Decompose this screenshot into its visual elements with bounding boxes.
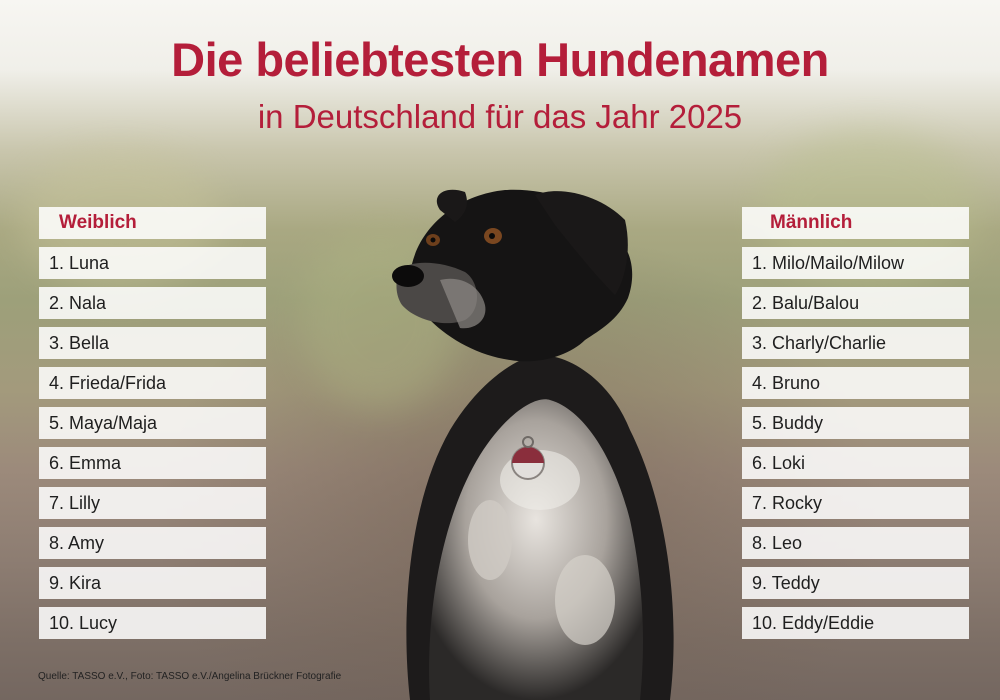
list-item: 10. Eddy/Eddie bbox=[742, 607, 969, 639]
list-item: 10. Lucy bbox=[39, 607, 266, 639]
male-heading: Männlich bbox=[742, 207, 969, 239]
list-item: 9. Teddy bbox=[742, 567, 969, 599]
list-item: 6. Loki bbox=[742, 447, 969, 479]
list-item: 8. Leo bbox=[742, 527, 969, 559]
list-item: 7. Lilly bbox=[39, 487, 266, 519]
page-title: Die beliebtesten Hundenamen bbox=[171, 33, 829, 86]
list-item: 2. Nala bbox=[39, 287, 266, 319]
list-item: 4. Bruno bbox=[742, 367, 969, 399]
page-subtitle: in Deutschland für das Jahr 2025 bbox=[257, 98, 743, 135]
list-item: 6. Emma bbox=[39, 447, 266, 479]
male-names-list: Männlich 1. Milo/Mailo/Milow 2. Balu/Bal… bbox=[742, 207, 969, 647]
female-names-list: Weiblich 1. Luna 2. Nala 3. Bella 4. Fri… bbox=[39, 207, 266, 647]
list-item: 4. Frieda/Frida bbox=[39, 367, 266, 399]
list-item: 1. Milo/Mailo/Milow bbox=[742, 247, 969, 279]
source-credit: Quelle: TASSO e.V., Foto: TASSO e.V./Ang… bbox=[38, 671, 342, 682]
list-item: 2. Balu/Balou bbox=[742, 287, 969, 319]
dog-photo bbox=[392, 189, 674, 700]
list-item: 8. Amy bbox=[39, 527, 266, 559]
list-item: 1. Luna bbox=[39, 247, 266, 279]
list-item: 9. Kira bbox=[39, 567, 266, 599]
female-heading: Weiblich bbox=[39, 207, 266, 239]
list-item: 5. Maya/Maja bbox=[39, 407, 266, 439]
list-item: 5. Buddy bbox=[742, 407, 969, 439]
list-item: 3. Charly/Charlie bbox=[742, 327, 969, 359]
list-item: 3. Bella bbox=[39, 327, 266, 359]
list-item: 7. Rocky bbox=[742, 487, 969, 519]
header: Die beliebtesten Hundenamen in Deutschla… bbox=[0, 30, 1000, 138]
